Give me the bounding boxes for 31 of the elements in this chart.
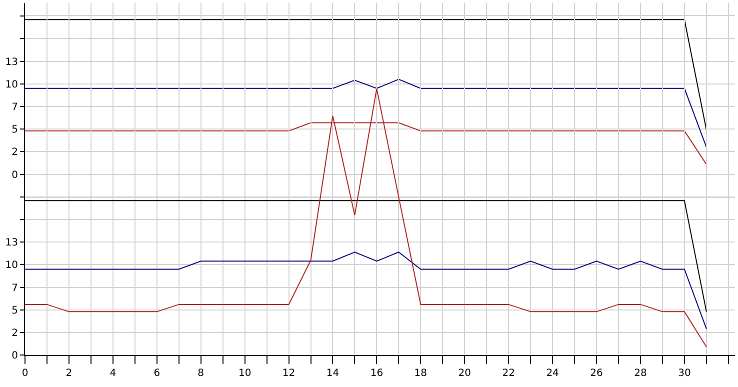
- y-tick-label: 13: [5, 238, 18, 249]
- y-tick-label: 2: [12, 328, 18, 339]
- x-tick-label: 18: [414, 368, 428, 379]
- line-series: [25, 78, 707, 148]
- x-tick-label: 30: [678, 368, 691, 379]
- x-tick-label: 24: [546, 368, 559, 379]
- y-tick-label: 5: [12, 124, 18, 136]
- y-tick-label: 0: [12, 170, 18, 181]
- x-tick-label: 16: [370, 368, 384, 379]
- x-tick-label: 28: [634, 368, 647, 379]
- x-tick-label: 22: [502, 368, 515, 379]
- y-tick-label: 7: [12, 282, 18, 294]
- x-tick-label: 14: [326, 368, 340, 379]
- y-tick-label: 5: [12, 305, 18, 316]
- x-tick-label: 6: [154, 368, 160, 379]
- x-tick-label: 0: [22, 368, 28, 379]
- y-tick-label: 10: [5, 260, 18, 272]
- x-tick-label: 4: [110, 368, 116, 379]
- x-tick-label: 10: [238, 368, 252, 379]
- x-tick-label: 12: [282, 368, 296, 379]
- y-tick-label: 10: [5, 79, 18, 90]
- line-series: [25, 88, 707, 348]
- x-tick-label: 20: [458, 368, 471, 379]
- x-tick-label: 2: [66, 368, 72, 379]
- y-tick-label: 13: [5, 56, 18, 68]
- y-tick-label: 2: [12, 147, 18, 158]
- x-tick-label: 8: [198, 368, 204, 379]
- line-series: [25, 252, 707, 330]
- y-tick-label: 7: [12, 102, 18, 113]
- x-tick-label: 26: [590, 368, 603, 379]
- y-tick-label: 0: [12, 350, 18, 362]
